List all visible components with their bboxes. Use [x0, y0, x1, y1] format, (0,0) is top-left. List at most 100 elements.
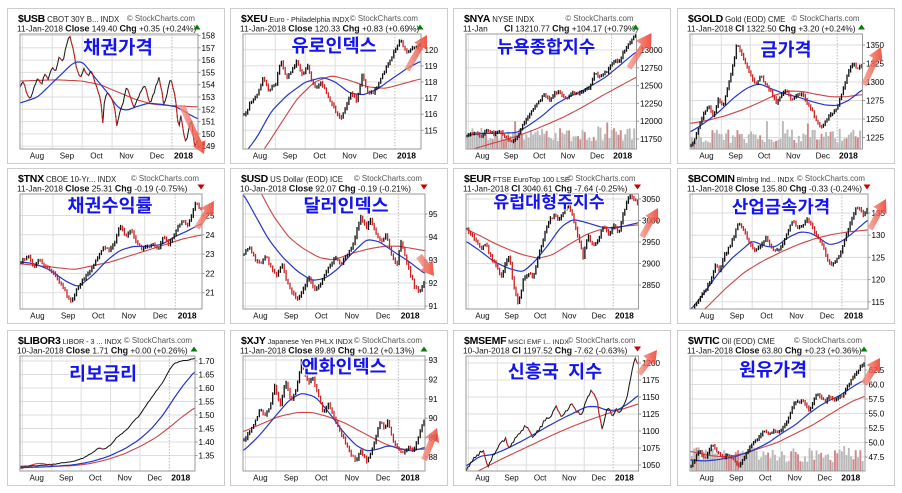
- svg-text:10-Jan-2018 Close 1.71 Chg +0.: 10-Jan-2018 Close 1.71 Chg +0.00 (+0.26%…: [17, 346, 188, 356]
- svg-text:Oct: Oct: [92, 312, 105, 321]
- svg-text:Sep: Sep: [504, 152, 519, 161]
- svg-text:1150: 1150: [642, 393, 660, 402]
- svg-text:Oct: Oct: [90, 152, 103, 161]
- svg-text:Nov: Nov: [345, 474, 360, 483]
- svg-text:Aug: Aug: [475, 312, 489, 321]
- svg-text:© StockCharts.com: © StockCharts.com: [131, 174, 200, 183]
- svg-text:1.50: 1.50: [199, 411, 215, 420]
- svg-text:2018: 2018: [615, 473, 634, 483]
- svg-text:Sep: Sep: [504, 474, 519, 483]
- svg-text:Dec: Dec: [590, 152, 604, 161]
- svg-text:© StockCharts.com: © StockCharts.com: [354, 174, 423, 183]
- svg-text:Sep: Sep: [284, 474, 299, 483]
- svg-text:Dec: Dec: [373, 152, 387, 161]
- svg-text:115: 115: [425, 126, 438, 135]
- svg-text:1100: 1100: [642, 427, 660, 436]
- svg-text:130: 130: [872, 231, 886, 240]
- svg-text:Nov: Nov: [787, 474, 802, 483]
- svg-text:Dec: Dec: [817, 474, 831, 483]
- svg-text:158: 158: [202, 32, 216, 41]
- svg-text:1200: 1200: [642, 359, 661, 368]
- svg-text:© StockCharts.com: © StockCharts.com: [127, 14, 196, 23]
- svg-text:$GOLD Gold (EOD) CME: $GOLD Gold (EOD) CME: [688, 13, 785, 25]
- svg-text:Nov: Nov: [342, 152, 357, 161]
- svg-text:Oct: Oct: [315, 474, 328, 483]
- svg-text:Sep: Sep: [59, 474, 74, 483]
- svg-text:94: 94: [429, 233, 439, 242]
- svg-text:12250: 12250: [640, 99, 663, 108]
- svg-text:1250: 1250: [866, 115, 885, 124]
- svg-text:Dec: Dec: [376, 312, 390, 321]
- svg-text:117: 117: [425, 94, 438, 103]
- svg-text:1175: 1175: [642, 376, 660, 385]
- svg-text:© StockCharts.com: © StockCharts.com: [354, 336, 423, 345]
- svg-text:10-Jan-2018 Cl 1197.52 Chg -7.: 10-Jan-2018 Cl 1197.52 Chg -7.62 (-0.63%…: [463, 346, 628, 356]
- svg-text:11-Jan-2018 Close 149.40 Chg +: 11-Jan-2018 Close 149.40 Chg +0.35 (+0.2…: [17, 24, 196, 34]
- svg-text:Nov: Nov: [561, 152, 576, 161]
- svg-text:55.0: 55.0: [869, 410, 885, 419]
- svg-text:1.45: 1.45: [199, 425, 215, 434]
- svg-text:Nov: Nov: [562, 474, 577, 483]
- svg-text:90: 90: [429, 414, 439, 423]
- svg-text:92: 92: [429, 375, 439, 384]
- svg-text:2018: 2018: [397, 151, 416, 161]
- svg-text:21: 21: [206, 289, 216, 298]
- svg-text:Sep: Sep: [728, 152, 743, 161]
- svg-text:118: 118: [425, 78, 438, 87]
- svg-text:Oct: Oct: [89, 474, 102, 483]
- svg-text:$WTIC Oil (EOD) CME: $WTIC Oil (EOD) CME: [688, 335, 775, 347]
- svg-text:Nov: Nov: [786, 152, 801, 161]
- svg-text:2018: 2018: [401, 311, 420, 321]
- svg-text:2018: 2018: [844, 311, 863, 321]
- svg-text:2018: 2018: [615, 311, 634, 321]
- svg-text:149: 149: [202, 142, 216, 151]
- svg-text:150: 150: [202, 130, 216, 139]
- svg-text:© StockCharts.com: © StockCharts.com: [567, 174, 636, 183]
- svg-text:115: 115: [872, 298, 885, 307]
- svg-text:Oct: Oct: [760, 312, 773, 321]
- svg-text:47.5: 47.5: [869, 453, 885, 462]
- svg-text:95: 95: [429, 210, 439, 219]
- svg-text:Aug: Aug: [700, 312, 714, 321]
- svg-text:11-Jan-2018 Cl 3040.61 Chg -7.: 11-Jan-2018 Cl 3040.61 Chg -7.64 (-0.25%…: [463, 184, 628, 194]
- svg-text:1300: 1300: [866, 78, 885, 87]
- svg-text:153: 153: [202, 93, 216, 102]
- svg-text:13000: 13000: [640, 46, 663, 55]
- svg-text:Nov: Nov: [345, 312, 360, 321]
- svg-text:Aug: Aug: [475, 152, 489, 161]
- svg-text:50.0: 50.0: [869, 439, 885, 448]
- svg-text:1075: 1075: [642, 444, 661, 453]
- svg-text:Dec: Dec: [592, 474, 606, 483]
- svg-text:$XJY Japanese Yen PHLX INDX: $XJY Japanese Yen PHLX INDX: [241, 335, 353, 347]
- svg-text:1050: 1050: [642, 461, 661, 470]
- svg-text:91: 91: [429, 302, 439, 311]
- svg-text:2018: 2018: [174, 151, 193, 161]
- svg-text:60.0: 60.0: [869, 381, 885, 390]
- svg-text:Sep: Sep: [284, 312, 299, 321]
- svg-text:11-Jan Cl 13210.77 Chg +104.17: 11-Jan Cl 13210.77 Chg +104.17 (+0.79%): [463, 24, 638, 34]
- svg-text:2018: 2018: [401, 473, 420, 483]
- svg-text:154: 154: [202, 81, 216, 90]
- svg-text:57.5: 57.5: [869, 395, 885, 404]
- svg-text:2950: 2950: [642, 238, 661, 247]
- svg-text:Nov: Nov: [562, 312, 577, 321]
- svg-text:155: 155: [202, 68, 216, 77]
- svg-text:12750: 12750: [640, 64, 663, 73]
- svg-text:Dec: Dec: [816, 152, 830, 161]
- svg-text:12000: 12000: [640, 117, 663, 126]
- svg-text:120: 120: [872, 276, 886, 285]
- svg-text:92: 92: [429, 279, 439, 288]
- svg-text:2018: 2018: [841, 473, 860, 483]
- svg-text:116: 116: [425, 110, 438, 119]
- svg-text:93: 93: [429, 356, 439, 365]
- svg-text:88: 88: [429, 453, 439, 462]
- svg-text:157: 157: [202, 44, 216, 53]
- svg-text:1225: 1225: [866, 134, 885, 143]
- svg-text:Sep: Sep: [729, 474, 744, 483]
- svg-text:1275: 1275: [866, 97, 885, 106]
- svg-text:Aug: Aug: [699, 152, 713, 161]
- svg-text:Sep: Sep: [61, 312, 76, 321]
- svg-text:© StockCharts.com: © StockCharts.com: [567, 336, 636, 345]
- svg-text:119: 119: [425, 62, 438, 71]
- svg-text:Dec: Dec: [376, 474, 390, 483]
